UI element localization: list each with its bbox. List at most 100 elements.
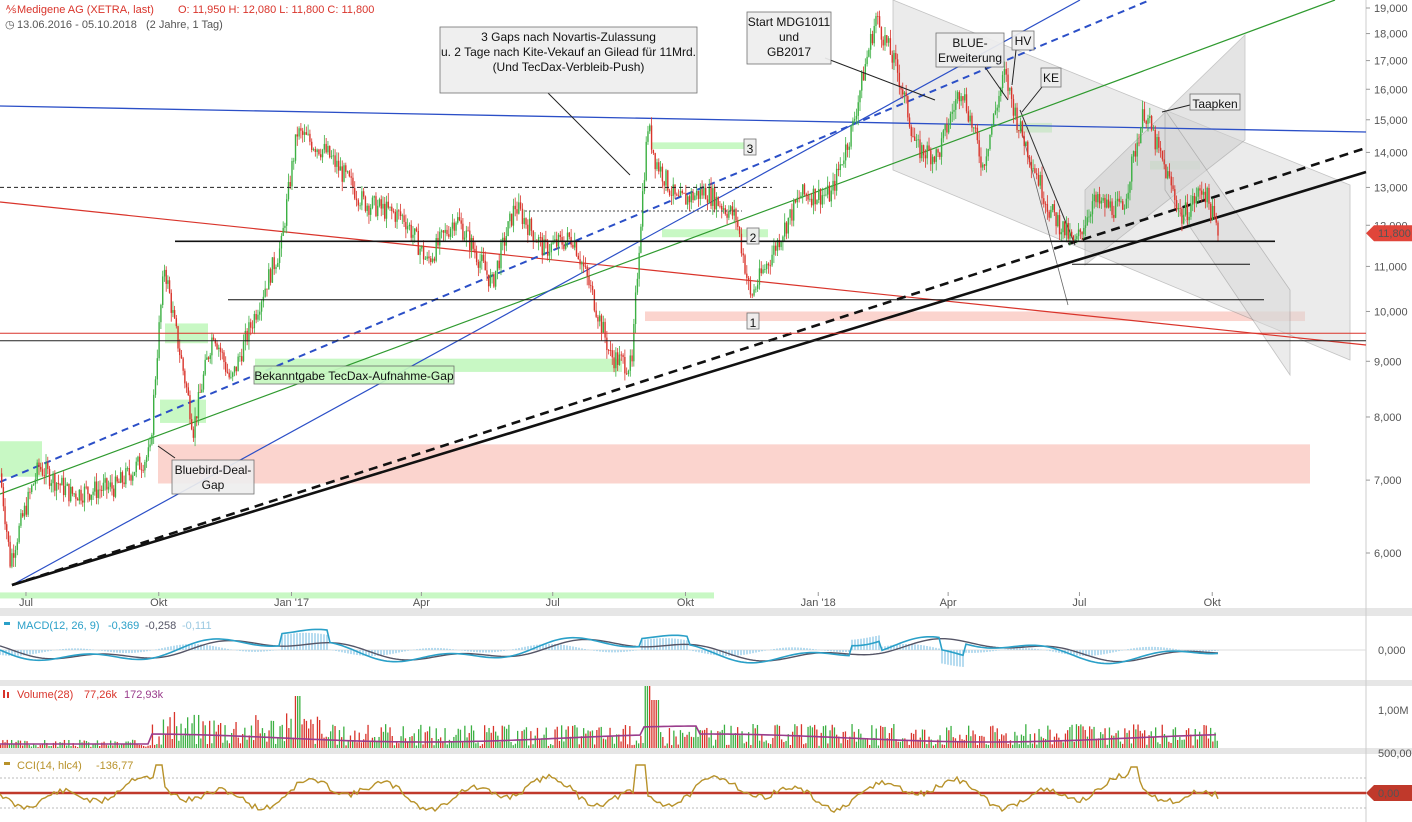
volume-bar bbox=[607, 736, 609, 748]
candle-body bbox=[41, 469, 44, 476]
candle-body bbox=[917, 139, 919, 141]
candle-body bbox=[180, 355, 183, 359]
candle-body bbox=[477, 262, 480, 268]
candle-body bbox=[137, 456, 139, 462]
candle-body bbox=[167, 280, 169, 284]
volume-bar bbox=[198, 714, 200, 748]
candle-body bbox=[1072, 235, 1075, 241]
candle-body bbox=[66, 483, 68, 486]
volume-bar bbox=[688, 731, 690, 748]
volume-bar bbox=[235, 722, 237, 748]
volume-value: 77,26k bbox=[84, 689, 118, 701]
volume-bar bbox=[996, 728, 998, 748]
candle-body bbox=[667, 170, 669, 191]
volume-bar bbox=[437, 739, 440, 748]
candle-body bbox=[864, 64, 867, 81]
candle-body bbox=[152, 394, 155, 435]
candle-body bbox=[398, 210, 400, 212]
candle-body bbox=[1181, 208, 1183, 224]
volume-bar bbox=[853, 731, 855, 748]
volume-bar bbox=[622, 728, 624, 748]
candle-body bbox=[444, 229, 446, 233]
candle-body bbox=[248, 322, 250, 342]
volume-bar bbox=[767, 743, 770, 748]
volume-bar bbox=[748, 732, 750, 748]
volume-bar bbox=[860, 733, 862, 748]
volume-bar bbox=[818, 745, 820, 748]
volume-bar bbox=[77, 747, 79, 748]
volume-bar bbox=[1148, 735, 1150, 748]
volume-bar bbox=[629, 726, 631, 748]
candle-body bbox=[1019, 121, 1022, 132]
volume-bar bbox=[444, 728, 446, 748]
volume-bar bbox=[481, 744, 484, 748]
volume-bar bbox=[1163, 734, 1166, 748]
candle-body bbox=[142, 469, 144, 471]
candle-body bbox=[90, 494, 93, 500]
candle-body bbox=[735, 209, 737, 221]
candle-body bbox=[346, 171, 349, 173]
volume-bar bbox=[332, 724, 334, 748]
candle-body bbox=[1025, 141, 1027, 147]
candle-body bbox=[519, 202, 522, 209]
candle-body bbox=[1037, 174, 1040, 186]
candle-body bbox=[643, 180, 646, 192]
volume-bar bbox=[624, 725, 627, 748]
volume-bar bbox=[407, 741, 409, 748]
candle-body bbox=[703, 187, 705, 196]
candle-body bbox=[719, 205, 721, 207]
volume-bar bbox=[1031, 743, 1034, 748]
candle-body bbox=[1107, 199, 1110, 208]
volume-bar bbox=[803, 744, 805, 748]
volume-bar bbox=[451, 741, 453, 748]
candle-body bbox=[1050, 209, 1052, 218]
candle-body bbox=[284, 225, 286, 228]
candle-body bbox=[448, 234, 450, 237]
candle-body bbox=[97, 489, 99, 498]
volume-bar bbox=[1075, 724, 1078, 748]
candle-body bbox=[1030, 161, 1033, 169]
volume-bar bbox=[66, 745, 68, 748]
volume-bar bbox=[891, 728, 893, 748]
candle-body bbox=[1018, 130, 1020, 132]
candle-body bbox=[600, 315, 603, 333]
candle-body bbox=[1093, 194, 1095, 202]
candle-body bbox=[964, 94, 966, 101]
candle-body bbox=[1027, 141, 1029, 158]
volume-bar bbox=[1036, 744, 1038, 748]
volume-bar bbox=[598, 727, 600, 748]
candle-body bbox=[994, 110, 997, 114]
candle-body bbox=[424, 258, 427, 260]
candle-body bbox=[260, 301, 263, 312]
panel-separator bbox=[0, 680, 1412, 686]
candle-body bbox=[658, 162, 660, 172]
candle-body bbox=[980, 156, 982, 168]
candle-body bbox=[170, 292, 172, 313]
volume-bar bbox=[1183, 739, 1185, 748]
candle-body bbox=[6, 524, 8, 532]
candle-body bbox=[1034, 168, 1036, 174]
candle-body bbox=[762, 269, 764, 274]
volume-bar bbox=[189, 734, 191, 748]
candle-body bbox=[126, 468, 129, 469]
cci-axis-label: 0,00 bbox=[1378, 788, 1399, 800]
volume-bar bbox=[539, 739, 541, 748]
volume-bar bbox=[1091, 729, 1093, 748]
volume-bar bbox=[534, 735, 536, 748]
volume-bar bbox=[57, 746, 59, 748]
candle-body bbox=[16, 542, 19, 550]
clock-icon: ◷ bbox=[5, 19, 15, 31]
candle-body bbox=[793, 199, 795, 221]
candle-body bbox=[1208, 187, 1210, 204]
volume-bar bbox=[121, 743, 123, 748]
candle-body bbox=[95, 481, 98, 498]
candle-body bbox=[287, 182, 290, 200]
candle-body bbox=[976, 127, 979, 141]
candle-body bbox=[965, 94, 968, 112]
candle-body bbox=[889, 38, 892, 55]
candle-body bbox=[924, 155, 927, 159]
volume-bar bbox=[1130, 743, 1133, 748]
volume-bar bbox=[941, 744, 943, 748]
last-price-tag bbox=[1366, 225, 1412, 242]
candle-body bbox=[631, 355, 633, 362]
